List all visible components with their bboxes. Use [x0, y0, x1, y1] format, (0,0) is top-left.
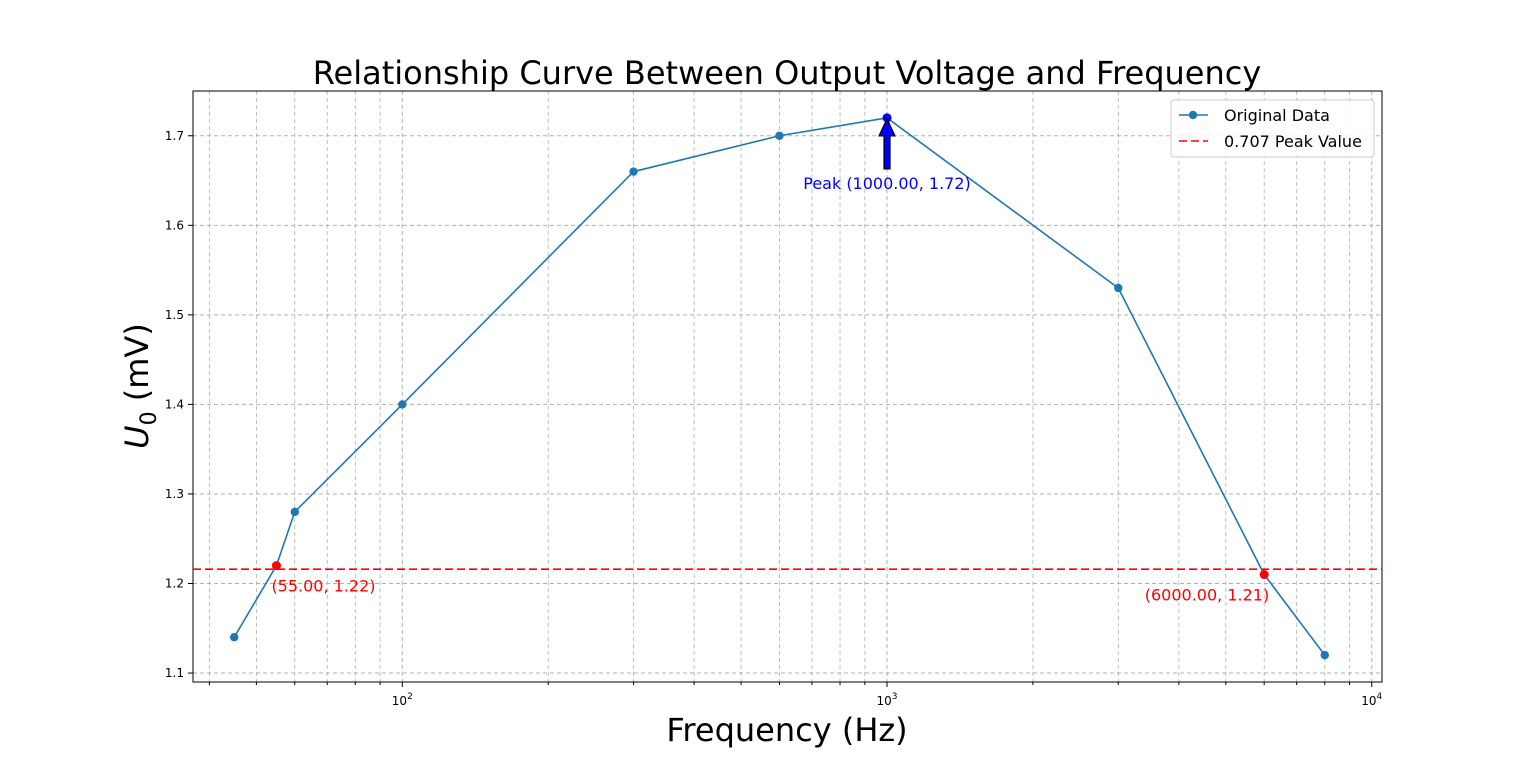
- data-point: [1114, 283, 1123, 293]
- legend-label: 0.707 Peak Value: [1224, 132, 1362, 151]
- data-layer: [193, 113, 1382, 660]
- grid-layer: [193, 91, 1382, 682]
- cutoff-point: [271, 561, 281, 571]
- y-tick-label: 1.5: [165, 308, 184, 322]
- y-axis-label: U0 (mV): [118, 323, 162, 449]
- legend-box: [1170, 99, 1375, 158]
- cutoff-label: (55.00, 1.22): [271, 577, 375, 596]
- peak-label: Peak (1000.00, 1.72): [803, 174, 971, 193]
- y-tick-label: 1.3: [165, 487, 184, 501]
- legend-marker-swatch: [1188, 110, 1198, 120]
- data-point: [398, 400, 407, 409]
- data-point: [1320, 650, 1329, 660]
- data-point: [290, 507, 299, 517]
- chart-title: Relationship Curve Between Output Voltag…: [313, 54, 1262, 92]
- data-point: [629, 167, 638, 176]
- peak-arrow: [878, 117, 896, 170]
- y-tick-label: 1.6: [165, 218, 184, 232]
- data-point: [230, 633, 239, 642]
- y-tick-label: 1.4: [165, 397, 184, 411]
- cutoff-point: [1259, 570, 1269, 580]
- x-tick-label: 102: [392, 692, 413, 708]
- legend: Original Data 0.707 Peak Value: [1170, 99, 1375, 158]
- x-tick-label: 103: [877, 692, 898, 708]
- y-tick-label: 1.2: [165, 577, 184, 591]
- legend-label: Original Data: [1224, 106, 1330, 125]
- y-tick-label: 1.7: [165, 129, 184, 143]
- cutoff-label: (6000.00, 1.21): [1145, 586, 1269, 605]
- axes-layer: 1.1 1.2 1.3 1.4 1.5 1.6 1.7 102 103 104 U0 (mV): [118, 90, 1383, 708]
- series-line: [233, 117, 1326, 656]
- plot-frame: [192, 90, 1383, 683]
- x-tick-label: 104: [1361, 692, 1382, 708]
- x-axis-label: Frequency (Hz): [666, 711, 907, 749]
- data-point: [775, 131, 784, 140]
- annotation-layer: (55.00, 1.22) (6000.00, 1.21) Peak (1000.0…: [271, 113, 1269, 605]
- y-tick-label: 1.1: [165, 666, 184, 680]
